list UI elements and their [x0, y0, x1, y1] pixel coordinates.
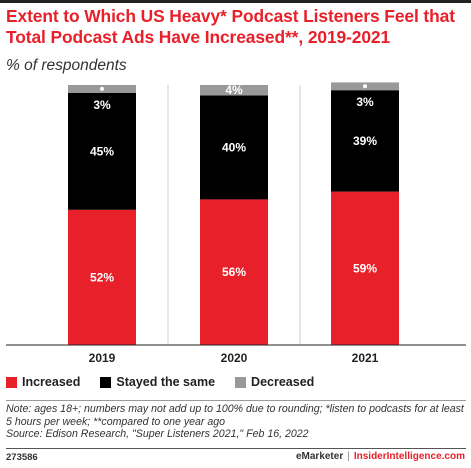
stacked-bar-chart: 52% 45% 3% 2019 56% 40% 4% 2020 59% 39% 3% 2021	[6, 82, 466, 365]
bar-stayed-the-same-2019	[68, 92, 136, 210]
data-label-increased-2019: 52%	[90, 270, 114, 284]
bar-stayed-the-same-2020	[200, 95, 268, 200]
bar-increased-2021	[331, 191, 399, 345]
thin-slice-marker-2021	[363, 84, 367, 89]
source-text: Source: Edison Research, "Super Listener…	[6, 428, 309, 441]
legend-label-decreased: Decreased	[251, 375, 315, 389]
note-text: Note: ages 18+; numbers may not add up t…	[6, 403, 464, 428]
top-rule	[0, 0, 471, 3]
bar-stayed-the-same-2021	[331, 90, 399, 192]
footer-divider	[6, 448, 466, 449]
data-label-decreased-2021: 3%	[356, 95, 374, 109]
legend-label-stayed-the-same: Stayed the same	[116, 375, 216, 389]
thin-slice-marker-2019	[100, 86, 104, 91]
brand-emarketer: eMarketer	[295, 451, 344, 462]
data-label-increased-2021: 59%	[353, 261, 377, 275]
x-tick-label-2020: 2020	[221, 351, 248, 365]
chart-title: Extent to Which US Heavy* Podcast Listen…	[6, 6, 455, 47]
chart-id: 273586	[6, 452, 38, 463]
legend-item-increased: Increased	[6, 375, 80, 389]
data-label-decreased-2020: 4%	[225, 83, 243, 97]
legend-label-increased: Increased	[22, 375, 81, 389]
brand-separator: |	[347, 451, 350, 462]
legend-item-decreased: Decreased	[235, 375, 314, 389]
brand-insider-intelligence: InsiderIntelligence.com	[353, 451, 465, 462]
legend-swatch-increased	[6, 376, 17, 388]
data-label-decreased-2019: 3%	[93, 98, 111, 112]
x-tick-label-2019: 2019	[89, 351, 116, 365]
legend-item-stayed-the-same: Stayed the same	[100, 375, 215, 389]
legend-swatch-decreased	[235, 376, 247, 388]
bar-increased-2019	[68, 209, 136, 345]
bar-increased-2020	[200, 199, 268, 345]
data-label-stayed-the-same-2020: 40%	[222, 140, 246, 154]
legend-swatch-stayed-the-same	[100, 376, 112, 388]
data-label-stayed-the-same-2021: 39%	[353, 134, 377, 148]
brand-footer: eMarketer | InsiderIntelligence.com	[296, 451, 465, 462]
chart-subtitle: % of respondents	[6, 57, 127, 74]
x-tick-label-2021: 2021	[352, 351, 379, 365]
chart-legend: Increased Stayed the same Decreased	[6, 375, 334, 389]
data-label-stayed-the-same-2019: 45%	[90, 144, 114, 158]
data-label-increased-2020: 56%	[222, 265, 246, 279]
note-divider	[6, 400, 466, 401]
chart-note: Note: ages 18+; numbers may not add up t…	[6, 403, 468, 441]
bar-decreased-2020	[200, 85, 268, 96]
